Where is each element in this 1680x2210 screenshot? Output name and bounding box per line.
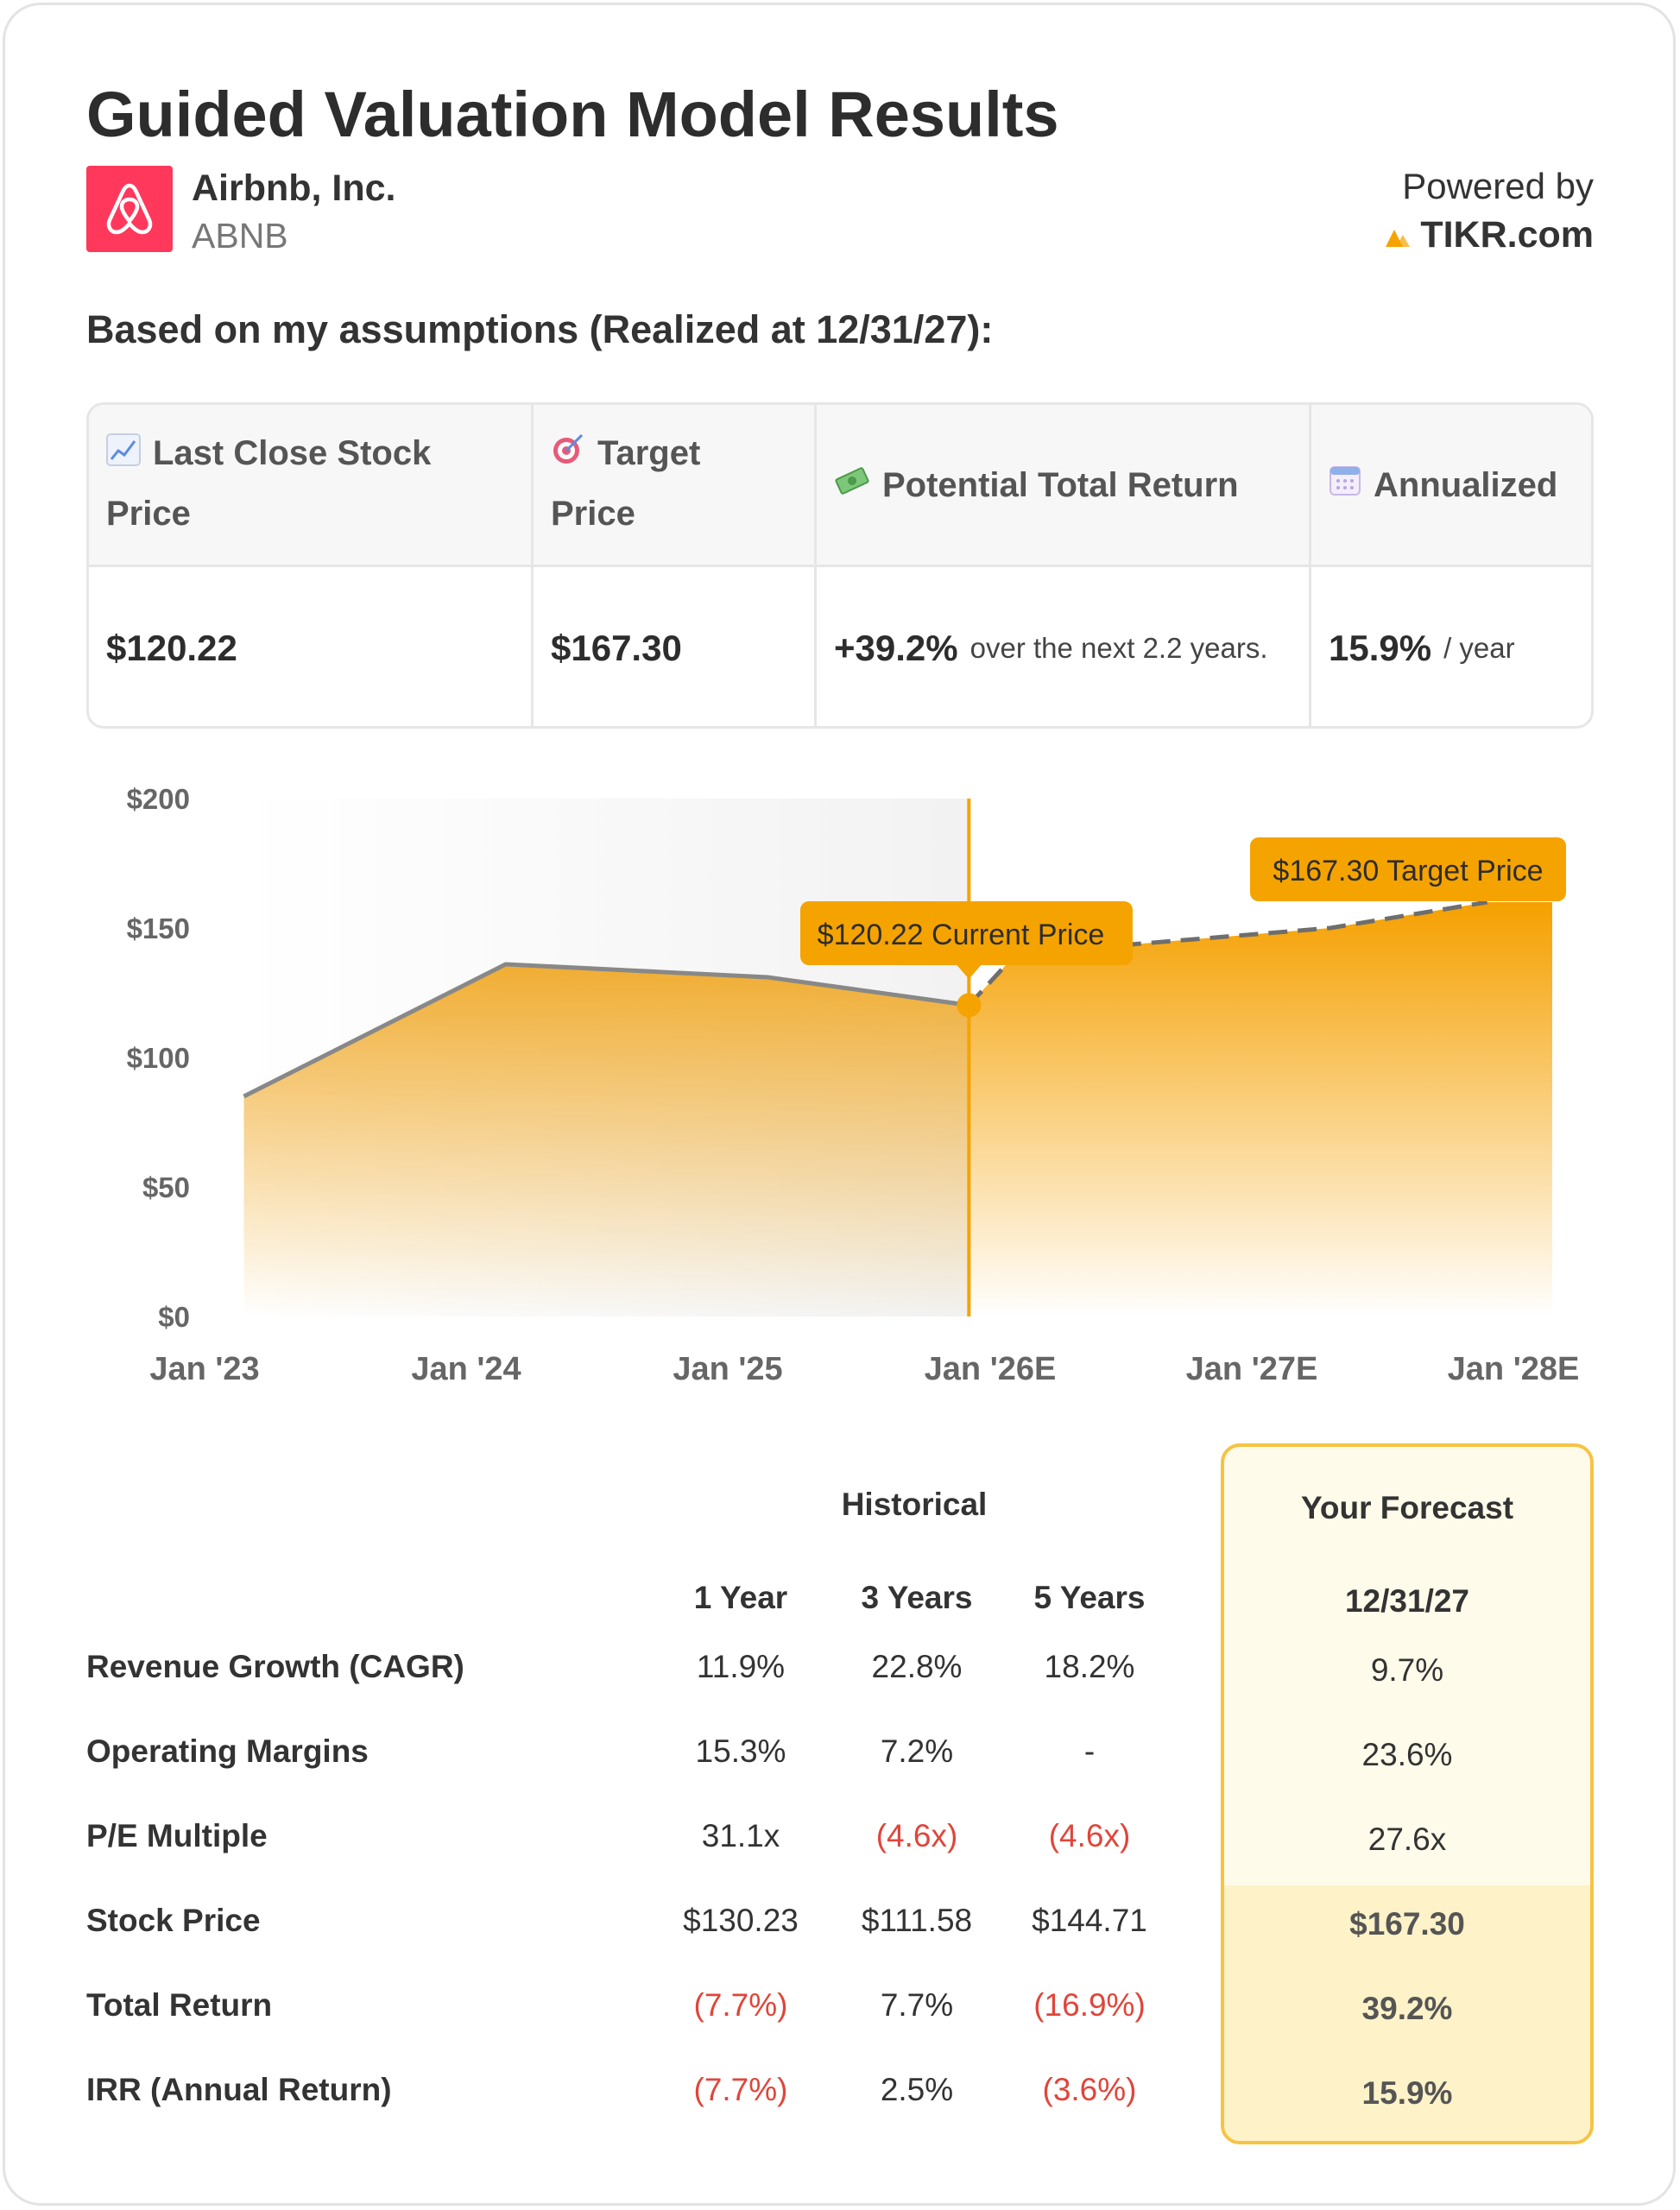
target-price-label-line2: Price [551, 495, 635, 534]
money-icon [834, 456, 870, 515]
table-cell: (4.6x) [875, 1818, 958, 1853]
x-tick-label: Jan '25 [673, 1351, 782, 1387]
table-cell: (4.6x) [1048, 1818, 1131, 1853]
annualized-label: Annualized [1374, 465, 1558, 504]
total-return-note: over the next 2.2 years. [969, 631, 1268, 664]
forecast-cell: 9.7% [1370, 1652, 1444, 1688]
forecast-panel [1221, 1443, 1594, 2144]
table-cell: 7.7% [880, 1987, 954, 2023]
row-label: Total Return [86, 1987, 273, 2023]
summary-table: Last Close Stock Price $120.22 Target Pr… [86, 402, 1594, 729]
forecast-header: Your Forecast [1300, 1490, 1514, 1525]
x-tick-label: Jan '27E [1186, 1351, 1318, 1387]
table-cell: 31.1x [701, 1818, 780, 1853]
forecast-cell: 27.6x [1367, 1822, 1447, 1857]
table-cell: $111.58 [861, 1903, 973, 1938]
x-tick-label: Jan '26E [925, 1351, 1057, 1387]
table-cell: (7.7%) [693, 1987, 788, 2023]
annualized-value: 15.9% [1329, 627, 1432, 668]
assumptions-heading: Based on my assumptions (Realized at 12/… [86, 307, 994, 351]
y-tick-label: $100 [127, 1042, 190, 1074]
x-tick-label: Jan '24 [411, 1351, 521, 1387]
company-name: Airbnb, Inc. [192, 167, 396, 209]
y-tick-label: $0 [158, 1301, 190, 1333]
row-label: Operating Margins [86, 1733, 369, 1769]
total-return-label: Potential Total Return [882, 465, 1239, 504]
row-label: Stock Price [86, 1903, 261, 1938]
target-price-tag [1250, 837, 1566, 901]
table-cell: 22.8% [871, 1649, 963, 1684]
y-tick-label: $200 [127, 783, 190, 815]
table-cell: $144.71 [1032, 1903, 1147, 1938]
table-cell: 2.5% [880, 2072, 954, 2107]
forecast-cell: $167.30 [1349, 1906, 1465, 1942]
table-cell: $130.23 [683, 1903, 799, 1938]
forecast-cell: 23.6% [1361, 1737, 1453, 1772]
historical-area [243, 964, 969, 1317]
table-cell: 18.2% [1044, 1649, 1135, 1684]
tikr-brand[interactable]: TIKR.com [1384, 214, 1594, 256]
total-return-column: Potential Total Return +39.2% over the ne… [817, 405, 1311, 726]
target-price-value: $167.30 [551, 627, 682, 668]
y-tick-label: $150 [127, 912, 190, 944]
company-ticker: ABNB [192, 216, 288, 256]
historical-header: Historical [841, 1487, 988, 1522]
col-header-5yr: 5 Years [1033, 1580, 1146, 1615]
annualized-note: / year [1443, 631, 1515, 664]
last-close-label-line2: Price [106, 495, 191, 534]
current-price-tag-pointer [957, 965, 982, 979]
last-close-value: $120.22 [106, 627, 237, 668]
table-cell: (3.6%) [1042, 2072, 1137, 2107]
row-label: P/E Multiple [86, 1818, 268, 1853]
historical-line [243, 962, 969, 1099]
row-label: Revenue Growth (CAGR) [86, 1649, 464, 1684]
forecast-cell: 15.9% [1361, 2075, 1453, 2111]
page-title: Guided Valuation Model Results [86, 79, 1059, 150]
forecast-date-header: 12/31/27 [1344, 1583, 1470, 1619]
last-close-label: Last Close Stock [153, 434, 432, 472]
table-cell: (16.9%) [1033, 1987, 1146, 2023]
price-chart: $200 $150 $100 $50 $0 Jan '23 Jan '24 Jan '25 Ja… [0, 760, 1680, 1416]
price-chart-svg: $200 $150 $100 $50 $0 Jan '23 Jan '24 Jan '25 Ja… [127, 783, 1580, 1387]
table-cell: 15.3% [695, 1733, 786, 1769]
airbnb-logo [86, 166, 173, 252]
chart-up-icon [106, 426, 141, 484]
powered-by-label: Powered by [1402, 166, 1594, 206]
forecast-cell: 39.2% [1361, 1991, 1453, 2026]
target-icon [551, 426, 585, 484]
current-price-label: $120.22 Current Price [818, 919, 1105, 951]
y-tick-label: $50 [142, 1171, 190, 1203]
last-close-column: Last Close Stock Price $120.22 [89, 405, 534, 726]
forecast-line [967, 900, 1488, 1007]
table-cell: 11.9% [696, 1649, 786, 1684]
metrics-table: Historical Your Forecast 1 Year 3 Years … [0, 1433, 1680, 2175]
tikr-logo-icon [1386, 229, 1411, 247]
col-header-3yr: 3 Years [861, 1580, 973, 1615]
table-cell: - [1083, 1733, 1096, 1769]
total-return-value: +39.2% [834, 627, 958, 668]
forecast-area [969, 902, 1552, 1317]
calendar-icon [1329, 456, 1361, 515]
tikr-brand-label: TIKR.com [1420, 214, 1594, 256]
target-price-label: Target [597, 434, 701, 472]
table-cell: (7.7%) [693, 2072, 788, 2107]
col-header-1yr: 1 Year [693, 1580, 788, 1615]
row-label: IRR (Annual Return) [86, 2072, 392, 2107]
target-price-label: $167.30 Target Price [1273, 855, 1543, 887]
table-cell: 7.2% [880, 1733, 954, 1769]
airbnb-icon [106, 183, 153, 235]
x-tick-label: Jan '23 [149, 1351, 259, 1387]
annualized-column: Annualized 15.9% / year [1311, 405, 1591, 726]
target-price-column: Target Price $167.30 [534, 405, 817, 726]
x-tick-label: Jan '28E [1448, 1351, 1580, 1387]
forecast-highlight [1224, 1885, 1590, 2141]
current-price-tag [800, 901, 1133, 965]
current-price-marker [957, 993, 982, 1018]
